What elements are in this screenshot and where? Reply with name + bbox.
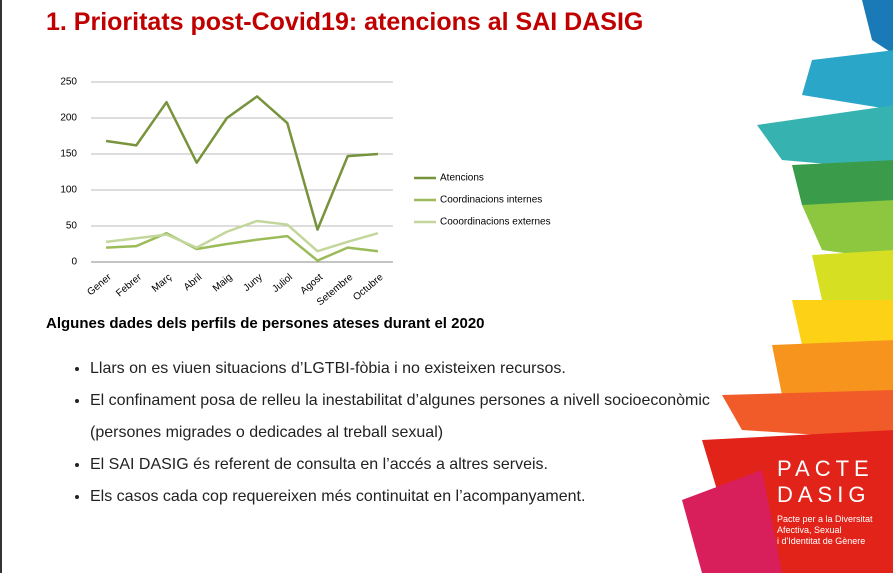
y-tick-label: 100 [60, 185, 77, 196]
bullet: Els casos cada cop requereixen més conti… [90, 481, 710, 513]
bullet: El SAI DASIG és referent de consulta en … [90, 449, 710, 481]
x-tick-label: Juliol [270, 272, 295, 295]
x-tick-label: Juny [241, 272, 264, 294]
x-tick-label: Febrer [114, 271, 144, 299]
y-tick-label: 150 [60, 149, 77, 160]
x-tick-label: Octubre [351, 272, 386, 304]
x-tick-label: Març [150, 272, 174, 295]
data-line [106, 231, 379, 262]
logo: PACTE DASIG Pacte per a la Diversitat Af… [777, 456, 874, 547]
chart: 0 50 100 150 200 250 Gener Febrer Març Abril Maig J… [60, 77, 551, 309]
slide-title: 1. Prioritats post-Covid19: atencions al… [46, 8, 644, 36]
logo-text: Pacte per a la Diversitat Afectiva, Sexu… [777, 514, 874, 547]
y-tick-label: 200 [60, 113, 77, 124]
bullet: El confinament posa de relleu la inestab… [90, 385, 710, 449]
y-tick-label: 0 [71, 257, 77, 268]
data-line [105, 219, 379, 253]
legend-label: Atencions [440, 173, 484, 184]
x-tick-label: Abril [182, 272, 204, 293]
x-tick-label: Agost [298, 272, 325, 297]
subtitle: Algunes dades dels perfils de persones a… [46, 315, 485, 332]
x-tick-label: Maig [211, 272, 235, 294]
bullet-list: Llars on es viuen situacions d’LGTBI-fòb… [60, 353, 710, 513]
y-tick-label: 250 [60, 77, 77, 88]
logo-line: i d'Identitat de Gènere [777, 536, 866, 546]
data-line [105, 95, 378, 231]
logo-name: DASIG [777, 482, 871, 507]
bullet: Llars on es viuen situacions d’LGTBI-fòb… [90, 353, 710, 385]
logo-name: PACTE [777, 456, 874, 481]
x-tick-label: Gener [85, 271, 114, 298]
y-tick-label: 50 [66, 221, 78, 232]
logo-line: Pacte per a la Diversitat [777, 514, 873, 524]
legend-label: Coordinacions internes [440, 195, 542, 206]
legend-label: Cooordinacions externes [440, 217, 551, 228]
logo-line: Afectiva, Sexual [777, 525, 842, 535]
